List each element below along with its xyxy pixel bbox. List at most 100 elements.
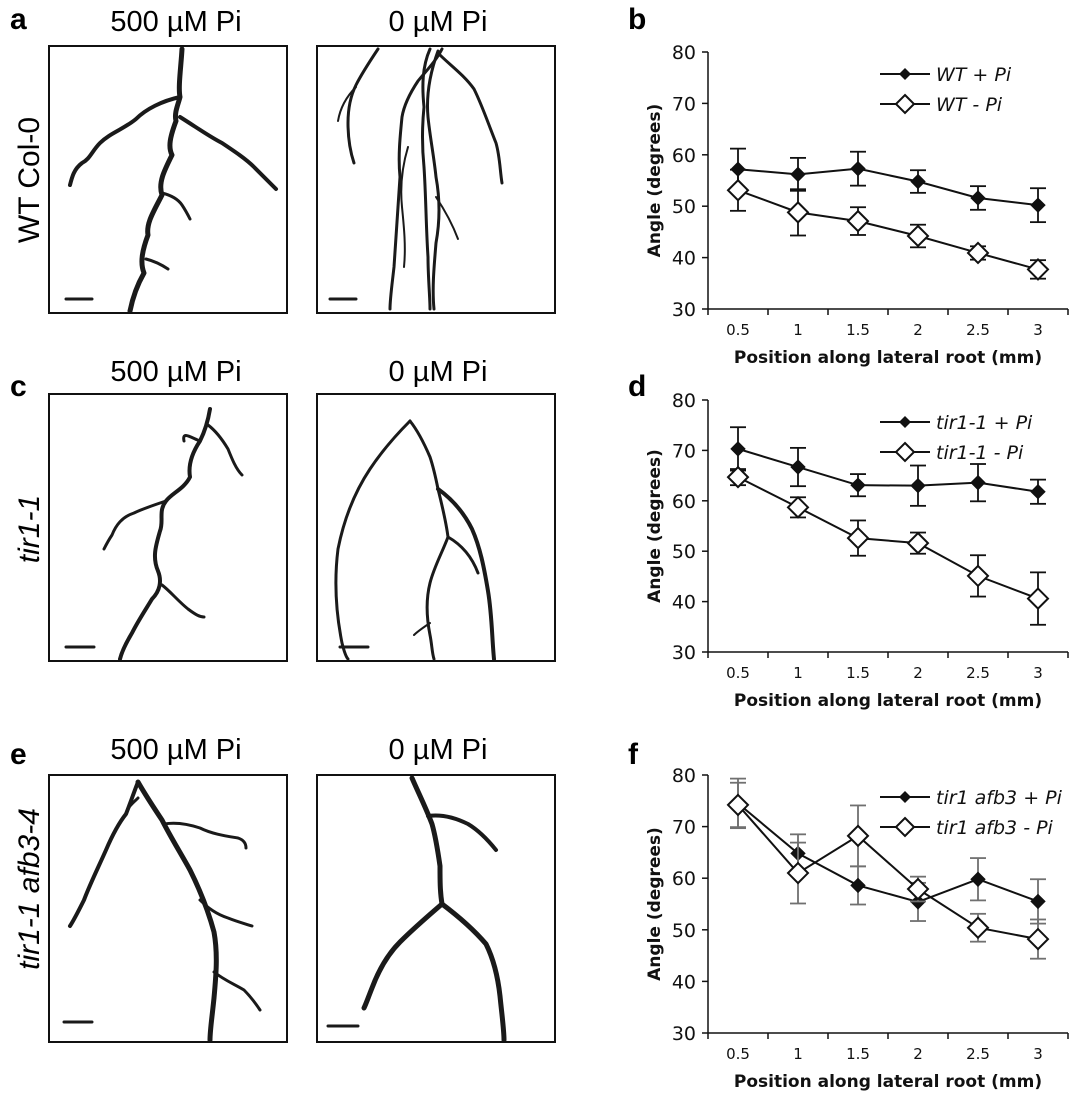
data-point-open	[846, 526, 870, 550]
chart-f-svg: 30 40 50 60 70 80 0.5 1 1.5 2 2.5 3 Position along l…	[645, 765, 1069, 1092]
series-line	[737, 804, 1039, 941]
column-title-500: 500 µM Pi	[110, 6, 242, 38]
x-tick-label: 2	[913, 664, 923, 682]
data-point-open	[1026, 258, 1050, 281]
data-point-open	[906, 877, 930, 901]
legend-label: tir1-1 + Pi	[936, 412, 1033, 434]
root-image-tir1-afb3-500	[48, 774, 288, 1043]
data-point-open	[846, 824, 870, 848]
x-tick-label: 2.5	[966, 1045, 990, 1063]
chart-b-svg: 30 40 50 60 70 80 0.5 1 1.5 2 2.5 3 Position along l…	[645, 42, 1069, 368]
y-tick-label: 30	[672, 642, 696, 664]
x-tick-label: 3	[1033, 664, 1043, 682]
data-point-open	[726, 793, 750, 817]
data-point-open	[966, 564, 990, 588]
chart-f: 30 40 50 60 70 80 0.5 1 1.5 2 2.5 3 Position along l…	[598, 765, 1070, 1101]
x-tick-label: 0.5	[726, 664, 750, 682]
series-line	[737, 476, 1039, 600]
data-point-open	[726, 178, 750, 202]
x-axis-label: Position along lateral root (mm)	[734, 348, 1042, 368]
panel-label-d: d	[628, 370, 647, 403]
legend-label: tir1 afb3 + Pi	[936, 787, 1063, 809]
x-tick-label: 1	[793, 664, 803, 682]
column-title-0: 0 µM Pi	[388, 734, 488, 766]
y-tick-label: 50	[672, 196, 696, 218]
legend-marker-filled	[899, 791, 911, 803]
legend-label: tir1 afb3 - Pi	[936, 817, 1054, 839]
x-tick-label: 2	[913, 321, 923, 339]
data-point-filled	[790, 166, 806, 183]
series-line	[737, 189, 1039, 271]
legend-marker-open	[894, 441, 916, 463]
y-tick-label: 80	[672, 765, 696, 787]
x-tick-label: 2.5	[966, 664, 990, 682]
y-tick-label: 30	[672, 299, 696, 321]
chart-d-svg: 30 40 50 60 70 80 0.5 1 1.5 2 2.5 3 Position along l…	[645, 390, 1069, 711]
column-title-500: 500 µM Pi	[110, 356, 242, 388]
data-point-filled	[910, 173, 926, 190]
x-axis-label: Position along lateral root (mm)	[734, 691, 1042, 711]
data-point-open	[1026, 587, 1050, 610]
x-tick-label: 1	[793, 321, 803, 339]
panel-label-f: f	[628, 738, 638, 771]
row-label-tir1-afb3: tir1-1 afb3-4	[13, 808, 46, 970]
y-tick-label: 50	[672, 920, 696, 942]
data-point-filled	[1030, 484, 1046, 500]
panel-label-b: b	[628, 3, 647, 36]
data-point-filled	[850, 477, 866, 493]
y-tick-label: 40	[672, 248, 696, 270]
column-title-500: 500 µM Pi	[110, 734, 242, 766]
data-point-filled	[970, 474, 986, 491]
root-image-wt-0	[316, 45, 556, 314]
x-tick-label: 2.5	[966, 321, 990, 339]
x-tick-label: 3	[1033, 321, 1043, 339]
x-tick-label: 1.5	[846, 321, 870, 339]
row-label-wt: WT Col-0	[13, 116, 46, 244]
legend-label: WT + Pi	[936, 64, 1012, 86]
data-point-open	[726, 465, 750, 489]
data-point-open	[906, 531, 930, 555]
x-tick-label: 1.5	[846, 1045, 870, 1063]
y-axis-label: Angle (degrees)	[645, 449, 665, 603]
y-tick-label: 70	[672, 93, 696, 115]
data-point-open	[786, 495, 810, 519]
series-line	[737, 802, 1039, 903]
series-line	[737, 167, 1039, 207]
y-tick-label: 70	[672, 817, 696, 839]
y-axis-label: Angle (degrees)	[645, 827, 665, 981]
x-tick-label: 0.5	[726, 321, 750, 339]
data-point-filled	[970, 190, 986, 206]
data-point-filled	[1030, 893, 1046, 910]
data-point-open	[1026, 927, 1050, 951]
root-image-wt-500	[48, 45, 288, 314]
series-line	[737, 447, 1039, 493]
y-tick-label: 60	[672, 491, 696, 513]
data-point-open	[966, 241, 990, 265]
root-image-tir1-0	[316, 393, 556, 662]
data-point-filled	[1030, 197, 1046, 213]
legend-marker-open	[894, 93, 916, 115]
chart-b: 30 40 50 60 70 80 0.5 1 1.5 2 2.5 3 Position along l…	[598, 42, 1070, 377]
data-point-filled	[790, 459, 806, 475]
y-tick-label: 40	[672, 971, 696, 993]
panel-label-c: c	[10, 370, 27, 403]
data-point-open	[846, 209, 870, 233]
legend-label: WT - Pi	[936, 94, 1003, 116]
y-tick-label: 60	[672, 145, 696, 167]
data-point-filled	[850, 160, 866, 177]
root-image-tir1-afb3-0	[316, 774, 556, 1043]
legend-marker-filled	[899, 416, 911, 428]
data-point-open	[966, 916, 990, 940]
root-image-tir1-500	[48, 393, 288, 662]
data-point-open	[786, 200, 810, 224]
y-tick-label: 70	[672, 440, 696, 462]
column-title-0: 0 µM Pi	[388, 6, 488, 38]
x-tick-label: 0.5	[726, 1045, 750, 1063]
panel-label-a: a	[10, 3, 27, 36]
y-tick-label: 80	[672, 42, 696, 64]
row-label-tir1: tir1-1	[13, 494, 46, 564]
data-point-open	[906, 224, 930, 248]
legend-marker-filled	[899, 68, 911, 80]
y-axis-label: Angle (degrees)	[645, 104, 665, 258]
legend-marker-open	[894, 816, 916, 838]
